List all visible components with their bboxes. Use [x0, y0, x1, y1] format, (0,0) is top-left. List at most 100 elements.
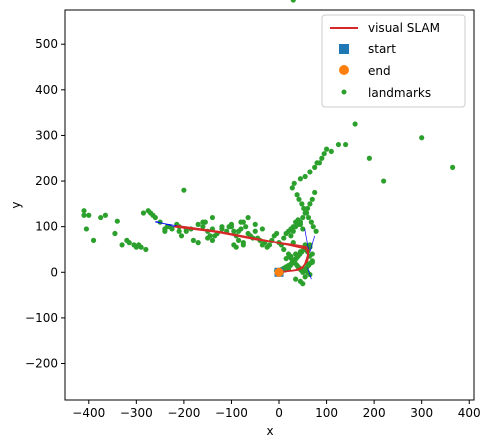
landmark-point: [419, 135, 425, 141]
landmark-point: [178, 233, 185, 239]
legend-end-marker: [339, 65, 349, 75]
y-axis-label: y: [9, 201, 23, 208]
heading-arrow: [304, 228, 309, 250]
y-tick-label: −200: [25, 357, 58, 371]
landmark-point: [243, 224, 249, 230]
landmark-point: [209, 237, 216, 243]
landmark-point: [309, 196, 315, 202]
landmark-point: [290, 0, 296, 3]
x-tick-label: 0: [275, 406, 283, 420]
landmark-point: [190, 237, 197, 243]
landmark-point: [321, 151, 327, 157]
legend-start-marker: [339, 44, 349, 54]
landmark-point: [238, 219, 244, 225]
landmark-point: [323, 146, 330, 152]
landmark-point: [231, 228, 237, 234]
y-tick-label: 0: [50, 265, 58, 279]
landmark-point: [289, 185, 295, 191]
landmark-point: [259, 226, 265, 232]
landmark-point: [295, 217, 301, 223]
visual-slam-trajectory: [173, 225, 310, 274]
landmark-point: [252, 221, 258, 227]
axes-frame: [64, 9, 475, 401]
landmark-point: [136, 242, 142, 248]
landmark-point: [302, 173, 308, 180]
x-tick-label: 300: [410, 406, 433, 420]
landmark-point: [81, 208, 87, 214]
landmark-point: [352, 121, 358, 127]
y-tick-label: −100: [25, 311, 58, 325]
landmark-point: [219, 224, 225, 230]
landmark-point: [233, 244, 239, 250]
landmark-point: [240, 242, 246, 248]
landmark-point: [297, 176, 304, 182]
landmark-point: [288, 253, 294, 259]
heading-arrows-layer: [155, 220, 316, 280]
y-tick-label: 300: [35, 128, 58, 142]
landmark-point: [312, 164, 318, 170]
legend-landmarks-marker: [341, 89, 347, 95]
landmark-point: [209, 214, 216, 221]
landmark-point: [342, 141, 349, 148]
landmark-point: [297, 221, 304, 227]
landmark-point: [381, 178, 387, 184]
end-marker: [274, 267, 284, 277]
landmark-point: [181, 187, 187, 193]
landmark-point: [309, 259, 315, 265]
heading-arrow: [155, 220, 175, 228]
landmark-point: [288, 233, 294, 239]
landmark-point: [266, 242, 273, 248]
landmark-point: [176, 228, 182, 234]
landmark-point: [312, 189, 318, 196]
landmark-point: [289, 259, 295, 265]
landmark-point: [307, 169, 313, 175]
landmark-point: [307, 201, 313, 207]
landmark-point: [297, 249, 304, 255]
x-tick-label: −400: [72, 406, 105, 420]
landmark-point: [274, 230, 280, 237]
landmark-point: [90, 237, 97, 243]
landmark-point: [102, 212, 109, 218]
heading-arrow: [309, 235, 316, 252]
landmark-point: [319, 155, 325, 161]
y-ticks: −200 −100 0 100 200 300 400 500: [25, 37, 65, 371]
landmark-point: [281, 246, 287, 253]
landmark-point: [195, 221, 201, 227]
landmark-point: [86, 212, 92, 218]
landmark-point: [293, 251, 299, 257]
landmark-point: [300, 226, 306, 232]
landmark-point: [83, 226, 90, 232]
landmark-point: [114, 218, 120, 224]
legend-label-visual-slam: visual SLAM: [368, 21, 440, 35]
landmark-point: [313, 228, 319, 234]
landmark-point: [195, 240, 201, 246]
x-tick-label: 400: [458, 406, 481, 420]
landmark-point: [98, 214, 104, 221]
landmark-point: [81, 212, 87, 218]
legend-label-landmarks: landmarks: [368, 86, 431, 100]
landmark-point: [294, 192, 300, 198]
x-axis-label: x: [266, 424, 273, 438]
landmark-point: [304, 205, 311, 212]
y-tick-label: 400: [35, 83, 58, 97]
landmark-point: [119, 242, 125, 248]
landmark-point: [300, 214, 306, 221]
landmark-point: [366, 155, 372, 161]
landmark-point: [302, 274, 308, 280]
landmark-point: [200, 219, 206, 225]
landmark-point: [143, 246, 149, 253]
landmark-point: [152, 214, 158, 221]
landmark-point: [112, 230, 118, 237]
landmark-point: [316, 160, 323, 166]
landmark-point: [308, 219, 314, 225]
landmark-point: [235, 237, 242, 243]
landmark-point: [449, 164, 456, 170]
landmark-point: [283, 255, 289, 262]
x-tick-label: 200: [363, 406, 386, 420]
trajectory-layer: [173, 225, 310, 274]
landmark-point: [252, 228, 258, 234]
landmark-point: [310, 224, 316, 230]
x-tick-label: −100: [215, 406, 248, 420]
landmark-point: [228, 221, 235, 227]
